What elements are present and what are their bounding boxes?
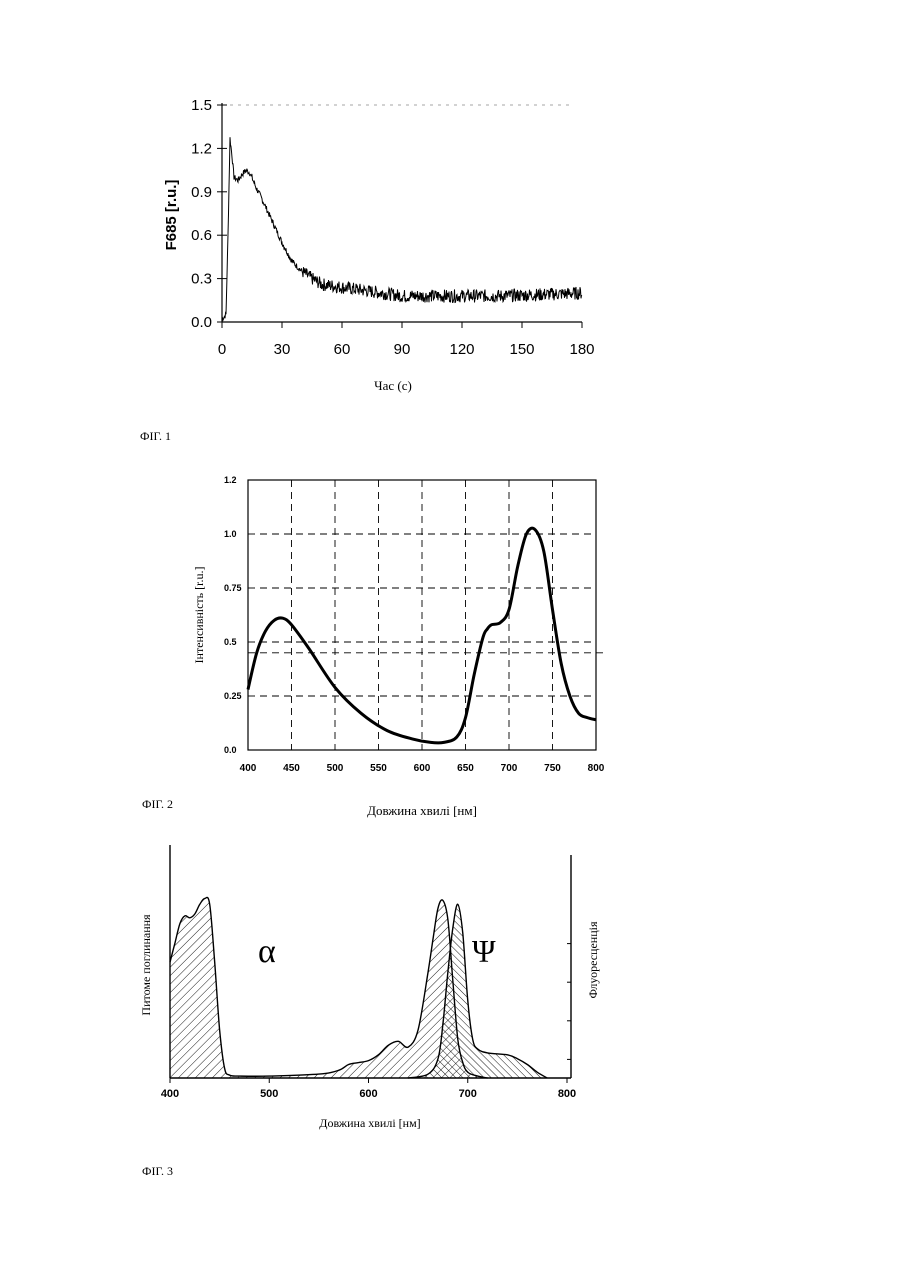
- fig2-xlabel: Довжина хвилі [нм]: [367, 803, 477, 818]
- fig3-x-tick-label: 700: [459, 1088, 477, 1100]
- fig1-x-tick-label: 0: [218, 341, 226, 358]
- fig1-x-tick-label: 180: [569, 341, 594, 358]
- fig1-axes: [222, 103, 582, 322]
- fig2-x-tick-label: 750: [544, 763, 561, 774]
- fig1-y-tick-label: 0.0: [191, 314, 212, 331]
- fig1-xlabel: Час (с): [374, 378, 412, 393]
- fig1-y-tick-label: 1.2: [191, 140, 212, 157]
- fig3-ylabel-left: Питоме поглинання: [139, 914, 153, 1016]
- fig2-y-tick-label: 1.0: [224, 529, 237, 539]
- fig2-x-tick-label: 800: [588, 763, 605, 774]
- fig3-series-alpha-label: α: [258, 933, 276, 970]
- figure-1: 0 30 60 90 120 150 180 0.0 0.3 0.6 0.9 1.2 1.5 F685 …: [140, 97, 595, 443]
- fig2-y-tick-label: 0.75: [224, 583, 242, 593]
- fig3-x-tick-label: 600: [359, 1088, 377, 1100]
- fig1-x-tick-label: 90: [394, 341, 411, 358]
- fig3-axes: [170, 845, 571, 1078]
- fig1-x-tick-label: 60: [334, 341, 351, 358]
- fig3-series-psi-label: Ψ: [472, 933, 496, 969]
- fig1-y-tick-label: 0.9: [191, 184, 212, 201]
- fig3-ylabel-right: Флуоресценція: [586, 921, 600, 998]
- fig1-y-tick-label: 0.6: [191, 227, 212, 244]
- fig1-ticks: 0 30 60 90 120 150 180 0.0 0.3 0.6 0.9 1.2 1.5: [191, 97, 594, 358]
- fig3-figure-label: ФІГ. 3: [142, 1164, 173, 1178]
- fig3-ticks: 400 500 600 700 800: [161, 1078, 576, 1100]
- fig2-y-tick-label: 0.25: [224, 691, 242, 701]
- fig2-y-tick-label: 1.2: [224, 475, 237, 485]
- fig2-y-tick-label: 0.5: [224, 637, 237, 647]
- fig2-x-tick-label: 400: [240, 763, 257, 774]
- fig2-x-tick-label: 650: [457, 763, 474, 774]
- fig3-xlabel: Довжина хвилі [нм]: [319, 1116, 420, 1130]
- fig1-y-tick-label: 1.5: [191, 97, 212, 114]
- fig2-x-tick-label: 600: [414, 763, 431, 774]
- fig2-x-tick-label: 700: [501, 763, 518, 774]
- figure-3: 400 500 600 700 800 α Ψ Питоме поглинання Фл…: [139, 845, 600, 1178]
- fig2-x-tick-label: 500: [327, 763, 344, 774]
- fig2-x-tick-label: 450: [283, 763, 300, 774]
- fig1-x-tick-label: 30: [274, 341, 291, 358]
- fig1-x-tick-label: 120: [449, 341, 474, 358]
- fig1-y-tick-label: 0.3: [191, 271, 212, 288]
- fig2-ticks: 400 450 500 550 600 650 700 750 800 0.0 0.25 0.5 0.7…: [224, 475, 605, 774]
- fig3-x-tick-label: 800: [558, 1088, 576, 1100]
- fig1-figure-label: ФІГ. 1: [140, 429, 171, 443]
- fig3-x-tick-label: 500: [260, 1088, 278, 1100]
- fig2-y-tick-label: 0.0: [224, 745, 237, 755]
- fig2-ylabel: Інтенсивність [r.u.]: [192, 567, 206, 664]
- fig3-x-tick-label: 400: [161, 1088, 179, 1100]
- fig2-figure-label: ФІГ. 2: [142, 797, 173, 811]
- fig1-ylabel: F685 [r.u.]: [163, 180, 180, 251]
- figure-2: 400 450 500 550 600 650 700 750 800 0.0 0.25 0.5 0.7…: [142, 475, 606, 818]
- fig1-series-line: [222, 137, 582, 320]
- fig1-x-tick-label: 150: [509, 341, 534, 358]
- fig2-x-tick-label: 550: [370, 763, 387, 774]
